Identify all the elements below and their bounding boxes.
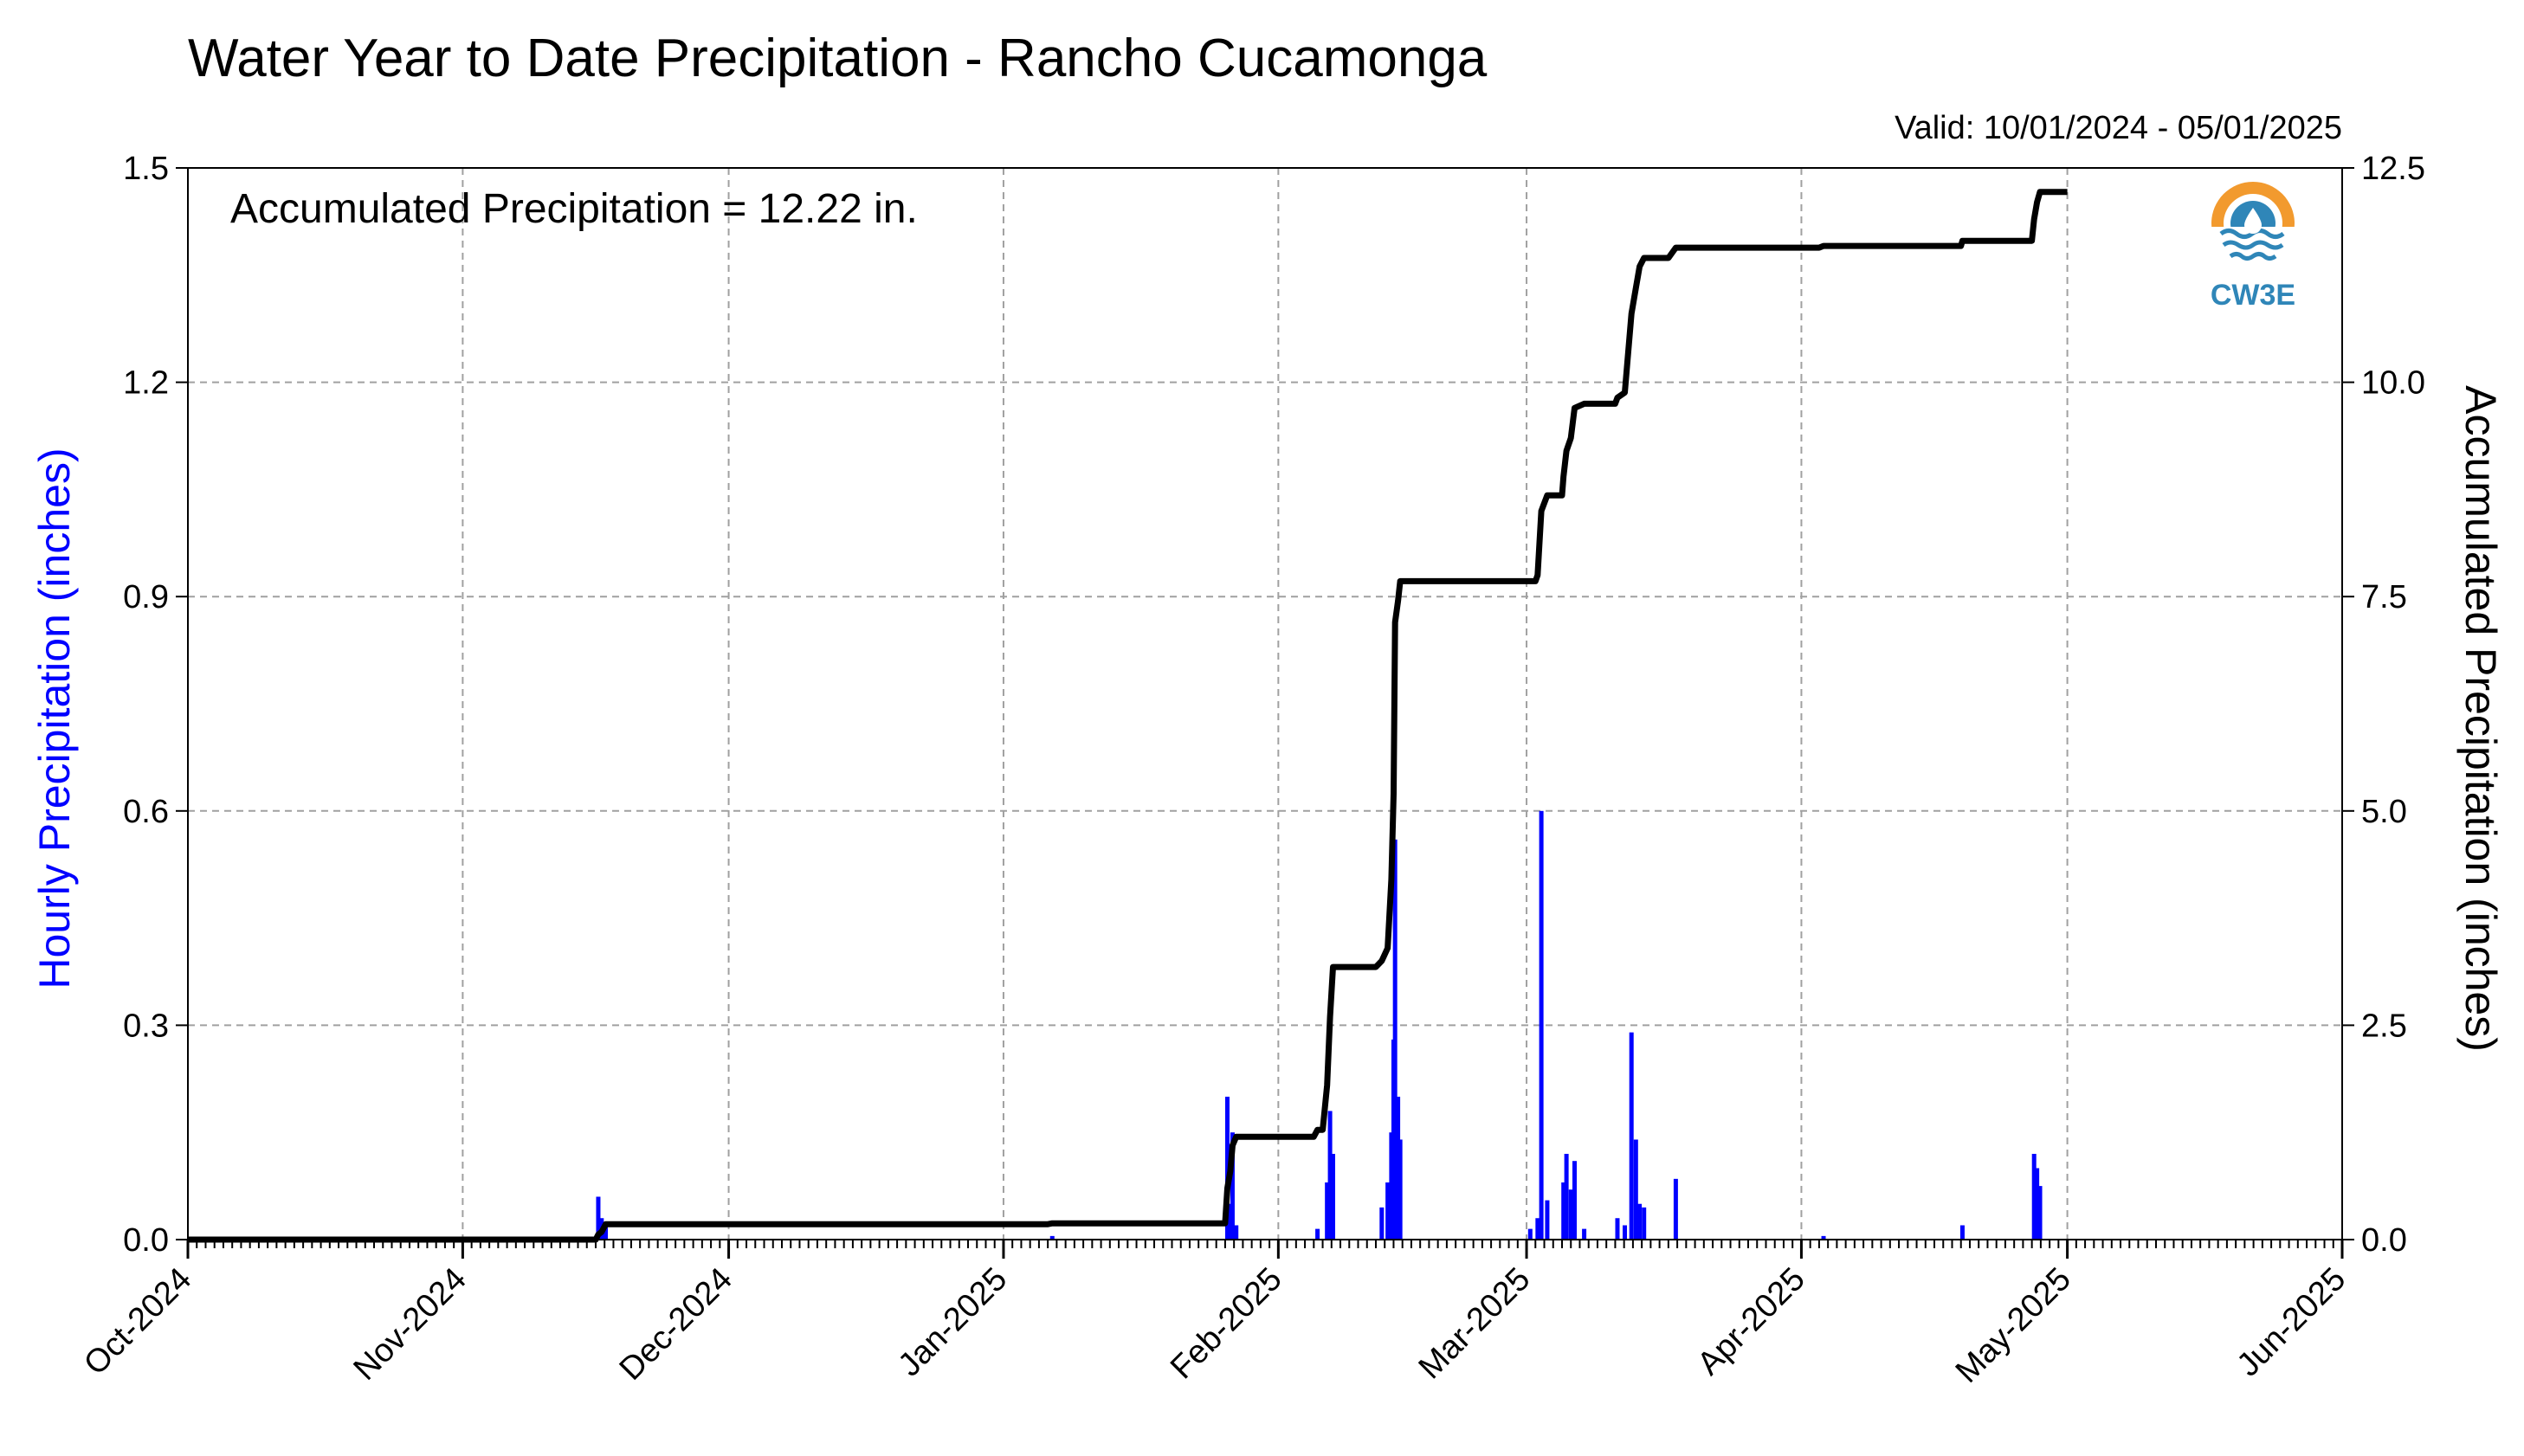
- left-y-axis: 0.0 0.3 0.6 0.9 1.2 1.5: [123, 151, 188, 1259]
- hourly-bar: [1564, 1153, 1569, 1240]
- hourly-bar: [596, 1196, 601, 1240]
- hourly-bar: [1642, 1207, 1647, 1240]
- grid: [188, 168, 2342, 1240]
- x-tick-label: Mar-2025: [1412, 1261, 1538, 1387]
- logo-text: CW3E: [2211, 279, 2295, 312]
- x-tick-label: Oct-2024: [77, 1261, 198, 1382]
- right-axis-label: Accumulated Precipitation (inches): [2456, 385, 2505, 1052]
- accumulated-line: [188, 189, 2068, 1243]
- accumulated-annotation: Accumulated Precipitation = 12.22 in.: [230, 186, 918, 232]
- hourly-bar: [1327, 1111, 1333, 1240]
- hourly-bar: [1633, 1139, 1638, 1240]
- x-tick-label: Feb-2025: [1164, 1261, 1289, 1387]
- hourly-bar: [603, 1225, 608, 1240]
- x-axis: Oct-2024 Nov-2024 Dec-2024 Jan-2025 Feb-2025…: [77, 1240, 2353, 1390]
- x-tick-label: Nov-2024: [347, 1261, 474, 1388]
- hourly-bar: [1959, 1225, 1965, 1240]
- hourly-bar: [1234, 1225, 1239, 1240]
- x-tick-label: Apr-2025: [1691, 1261, 1812, 1382]
- hourly-bar: [1535, 1218, 1540, 1240]
- hourly-bar: [1228, 1203, 1233, 1240]
- left-tick-label: 0.3: [123, 1008, 169, 1044]
- hourly-bar: [1224, 1096, 1230, 1240]
- hourly-bar: [1545, 1200, 1550, 1240]
- hourly-bar: [1568, 1189, 1573, 1240]
- x-tick-label: Dec-2024: [613, 1261, 739, 1388]
- right-y-axis: 0.0 2.5 5.0 7.5 10.0 12.5: [2342, 151, 2425, 1259]
- hourly-bar: [1379, 1207, 1385, 1240]
- hourly-bar: [1623, 1225, 1628, 1240]
- hourly-bar: [1396, 1096, 1401, 1240]
- plot-frame: [187, 167, 2343, 1240]
- left-tick-label: 1.2: [123, 365, 169, 402]
- hourly-bar: [1330, 1153, 1335, 1240]
- hourly-bar: [1637, 1203, 1643, 1240]
- hourly-bar: [1539, 810, 1544, 1240]
- right-tick-label: 7.5: [2361, 579, 2407, 615]
- hourly-bar: [2037, 1186, 2043, 1240]
- hourly-bars: [596, 810, 2043, 1240]
- hourly-bar: [1315, 1228, 1320, 1240]
- hourly-bar: [1582, 1228, 1587, 1240]
- cw3e-logo: CW3E: [2206, 182, 2300, 312]
- hourly-bar: [1615, 1218, 1620, 1240]
- x-tick-label: Jun-2025: [2230, 1261, 2353, 1384]
- hourly-bar: [1230, 1132, 1235, 1240]
- chart-title: Water Year to Date Precipitation - Ranch…: [188, 29, 1488, 88]
- x-tick-label: May-2025: [1949, 1261, 2078, 1390]
- hourly-bar: [1385, 1182, 1391, 1240]
- hourly-bar: [1392, 839, 1398, 1240]
- hourly-bar: [1527, 1228, 1533, 1240]
- x-tick-label: Jan-2025: [892, 1261, 1015, 1384]
- right-tick-label: 5.0: [2361, 794, 2407, 830]
- right-tick-label: 0.0: [2361, 1222, 2407, 1259]
- hourly-bar: [1398, 1139, 1403, 1240]
- hourly-bar: [2031, 1153, 2037, 1240]
- left-tick-label: 1.5: [123, 151, 169, 187]
- hourly-bar: [2035, 1168, 2040, 1240]
- right-tick-label: 10.0: [2361, 365, 2425, 402]
- hourly-bar: [1821, 1235, 1826, 1240]
- hourly-bar: [1325, 1182, 1330, 1240]
- hourly-bar: [1572, 1161, 1578, 1240]
- left-tick-label: 0.0: [123, 1222, 169, 1259]
- left-tick-label: 0.6: [123, 794, 169, 830]
- left-tick-label: 0.9: [123, 579, 169, 615]
- hourly-bar: [1561, 1182, 1566, 1240]
- right-tick-label: 2.5: [2361, 1008, 2407, 1044]
- hourly-bar: [1389, 1132, 1394, 1240]
- left-axis-label: Hourly Precipitation (inches): [30, 448, 79, 989]
- right-tick-label: 12.5: [2361, 151, 2425, 187]
- hourly-bar: [1629, 1032, 1634, 1240]
- hourly-bar: [1049, 1235, 1055, 1240]
- valid-period: Valid: 10/01/2024 - 05/01/2025: [1895, 110, 2342, 146]
- hourly-bar: [1673, 1178, 1678, 1240]
